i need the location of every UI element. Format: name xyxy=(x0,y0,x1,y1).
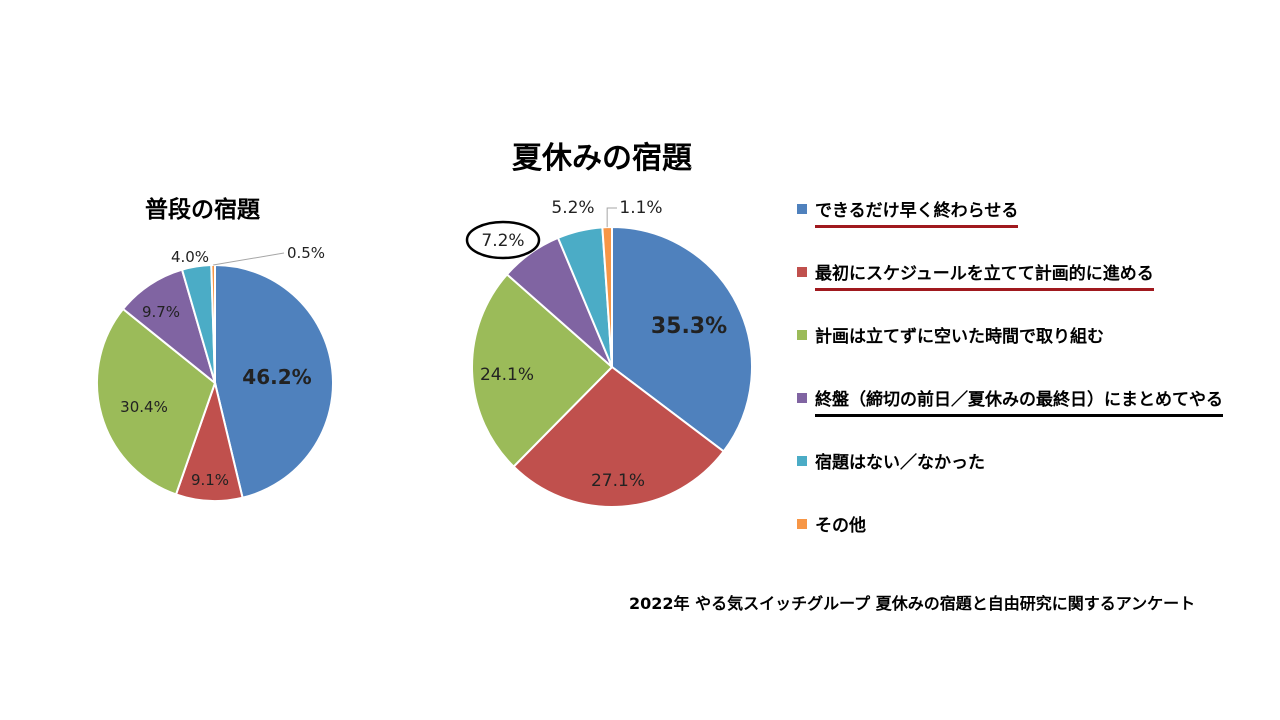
pie-slice xyxy=(214,263,334,499)
legend-swatch xyxy=(797,392,807,403)
legend-swatch xyxy=(797,329,807,340)
pie2-title: 夏休みの宿題 xyxy=(512,141,692,176)
data-label: 9.1% xyxy=(191,471,229,489)
legend-item-spare-time: 計画は立てずに空いた時間で取り組む xyxy=(797,322,1104,347)
data-label: 35.3% xyxy=(651,314,727,339)
legend-item-last-minute: 終盤（締切の前日／夏休みの最終日）にまとめてやる xyxy=(797,385,1223,417)
legend-label: 計画は立てずに空いた時間で取り組む xyxy=(815,327,1104,347)
legend-label: 宿題はない／なかった xyxy=(815,453,985,473)
source-note: 2022年 やる気スイッチグループ 夏休みの宿題と自由研究に関するアンケート xyxy=(629,594,1196,613)
pie-slice xyxy=(611,225,753,453)
pie2: 35.3% 27.1% 24.1% 7.2% 5.2% 1.1% xyxy=(465,198,753,508)
legend-swatch xyxy=(797,203,807,214)
legend-item-planned: 最初にスケジュールを立てて計画的に進める xyxy=(797,259,1154,291)
pie-slice xyxy=(471,273,614,469)
legend-label: できるだけ早く終わらせる xyxy=(815,201,1019,228)
label-leader-line xyxy=(606,207,617,228)
data-label: 1.1% xyxy=(619,198,662,218)
data-label: 24.1% xyxy=(480,365,534,385)
legend-swatch xyxy=(797,266,807,277)
data-label: 5.2% xyxy=(551,198,594,218)
pie1-title: 普段の宿題 xyxy=(145,197,260,223)
legend-swatch xyxy=(797,455,807,466)
legend-label: 最初にスケジュールを立てて計画的に進める xyxy=(815,264,1154,291)
pie1: 46.2% 9.1% 30.4% 9.7% 4.0% 0.5% xyxy=(96,244,334,502)
pie-slice xyxy=(512,365,726,508)
data-label: 4.0% xyxy=(171,248,209,266)
data-label: 9.7% xyxy=(142,303,180,321)
data-label: 7.2% xyxy=(481,231,524,251)
legend-item-early: できるだけ早く終わらせる xyxy=(797,196,1019,228)
pie-slice xyxy=(96,307,217,496)
data-label: 27.1% xyxy=(591,471,645,491)
label-leader-line xyxy=(213,252,285,266)
highlight-circle xyxy=(465,220,541,260)
data-label: 30.4% xyxy=(120,398,168,416)
legend-item-other: その他 xyxy=(797,511,866,536)
data-label: 46.2% xyxy=(242,365,311,389)
legend-label: その他 xyxy=(815,516,866,536)
legend-label: 終盤（締切の前日／夏休みの最終日）にまとめてやる xyxy=(815,390,1223,417)
legend-item-none: 宿題はない／なかった xyxy=(797,448,985,473)
data-label: 0.5% xyxy=(287,244,325,262)
legend-swatch xyxy=(797,518,807,529)
